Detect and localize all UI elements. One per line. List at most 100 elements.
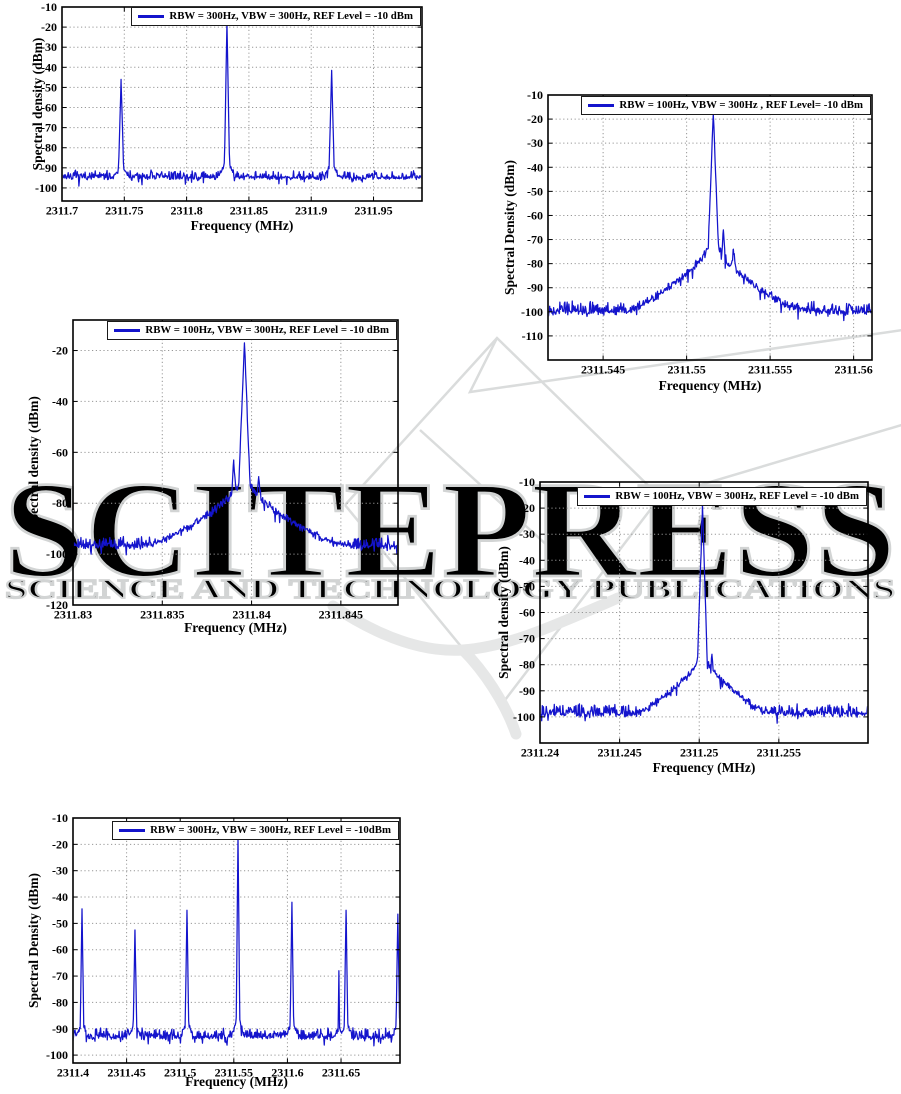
legend-label: RBW = 100Hz, VBW = 300Hz, REF Level = -1… <box>145 324 389 336</box>
x-tick-label: 2311.6 <box>271 1066 303 1080</box>
legend-line-sample <box>114 329 141 332</box>
x-axis-label: Frequency (MHz) <box>659 378 762 393</box>
x-tick-label: 2311.45 <box>107 1066 145 1080</box>
y-tick-label: -80 <box>519 658 535 672</box>
y-tick-label: -110 <box>522 329 543 343</box>
spectrum-trace <box>62 20 422 187</box>
x-tick-label: 2311.75 <box>105 204 143 218</box>
y-tick-label: -30 <box>519 527 535 541</box>
logo-outline-fold <box>419 429 561 558</box>
y-tick-label: -20 <box>527 112 543 126</box>
legend-label: RBW = 300Hz, VBW = 300Hz, REF Level = -1… <box>150 824 391 836</box>
chart-4-spectrum-narrow-rbw100-lower-right: 2311.24 2311.245 2311.25 2311.255 -10 -20 -30 -… <box>496 464 896 780</box>
y-tick-label: -40 <box>527 160 543 174</box>
y-tick-label: -70 <box>527 233 543 247</box>
x-tick-label: 2311.5 <box>164 1066 196 1080</box>
x-tick-label: 2311.9 <box>295 204 327 218</box>
legend: RBW = 300Hz, VBW = 300Hz, REF Level = -1… <box>131 7 421 26</box>
chart-5-spectrum-wide-rbw300-bottom-left: 2311.4 2311.45 2311.5 2311.55 2311.6 2311.65 -… <box>26 804 405 1094</box>
y-tick-label: -10 <box>519 475 535 489</box>
y-tick-label: -120 <box>46 598 68 612</box>
y-tick-label: -70 <box>519 632 535 646</box>
watermark-title: SCITEPRESS <box>4 453 896 606</box>
logo-outline-wing <box>344 336 901 506</box>
y-tick-label: -90 <box>527 281 543 295</box>
y-tick-label: -90 <box>41 161 57 175</box>
y-tick-label: -60 <box>527 208 543 222</box>
x-tick-label: 2311.56 <box>834 363 872 377</box>
x-axis-label: Frequency (MHz) <box>653 760 756 775</box>
y-tick-label: -40 <box>52 890 68 904</box>
y-axis-label: Spectral density (dBm) <box>496 546 511 679</box>
x-tick-label: 2311.8 <box>170 204 202 218</box>
spectrum-trace <box>540 502 868 724</box>
y-tick-label: -10 <box>41 0 57 14</box>
y-tick-label: -100 <box>46 1048 68 1062</box>
spectrum-trace <box>73 342 398 556</box>
y-tick-label: -40 <box>519 553 535 567</box>
y-tick-label: -100 <box>513 710 535 724</box>
x-tick-label: 2311.835 <box>140 608 184 622</box>
y-tick-label: -100 <box>35 181 57 195</box>
legend-label: RBW = 100Hz, VBW = 300Hz, REF Level = -1… <box>615 490 859 502</box>
plot-frame <box>539 481 869 744</box>
y-axis-label: Spectral density (dBm) <box>26 396 41 529</box>
plot-svg: 2311.4 2311.45 2311.5 2311.55 2311.6 2311.65 -… <box>26 811 401 1089</box>
legend: RBW = 100Hz, VBW = 300Hz , REF Level= -1… <box>581 96 871 115</box>
y-tick-label: -80 <box>52 995 68 1009</box>
y-tick-label: -60 <box>41 101 57 115</box>
plot-frame <box>61 6 423 202</box>
legend: RBW = 100Hz, VBW = 300Hz, REF Level = -1… <box>107 321 397 340</box>
y-tick-label: -60 <box>52 943 68 957</box>
x-tick-label: 2311.845 <box>319 608 363 622</box>
legend-line-sample <box>138 15 165 18</box>
spectrum-trace <box>73 835 400 1047</box>
legend-line-sample <box>588 104 615 107</box>
x-tick-label: 2311.4 <box>57 1066 89 1080</box>
y-axis-label: Spectral Density (dBm) <box>26 873 41 1008</box>
y-axis-label: Spectral density (dBm) <box>30 38 45 171</box>
watermark-subtitle: SCIENCE AND TECHNOLOGY PUBLICATIONS <box>5 574 895 604</box>
x-tick-label: 2311.7 <box>46 204 78 218</box>
x-tick-label: 2311.25 <box>680 746 718 760</box>
x-axis-label: Frequency (MHz) <box>191 218 294 233</box>
plot-frame <box>547 94 873 361</box>
y-tick-label: -60 <box>519 606 535 620</box>
chart-3-spectrum-narrow-rbw100-middle-left: 2311.83 2311.835 2311.84 2311.845 -20 -40 -60 -… <box>26 304 406 640</box>
x-tick-label: 2311.555 <box>748 363 792 377</box>
y-tick-label: -80 <box>52 496 68 510</box>
chart-2-spectrum-narrow-rbw100-upper-right: 2311.545 2311.55 2311.555 2311.56 -10 -20 -30 -… <box>502 86 896 410</box>
y-tick-label: -40 <box>52 394 68 408</box>
y-tick-label: -10 <box>527 88 543 102</box>
y-axis-label: Spectral Density (dBm) <box>502 160 517 295</box>
y-tick-label: -90 <box>52 1022 68 1036</box>
y-tick-label: -90 <box>519 684 535 698</box>
plot-frame <box>72 817 401 1064</box>
legend-label: RBW = 300Hz, VBW = 300Hz, REF Level = -1… <box>169 10 413 22</box>
plot-svg: 2311.83 2311.835 2311.84 2311.845 -20 -40 -60 -… <box>26 319 399 635</box>
plot-frame <box>72 319 399 606</box>
y-tick-label: -80 <box>527 257 543 271</box>
legend-line-sample <box>119 829 146 832</box>
y-tick-label: -40 <box>41 60 57 74</box>
y-tick-label: -30 <box>41 40 57 54</box>
y-tick-label: -20 <box>519 501 535 515</box>
spectrum-trace <box>548 111 872 322</box>
y-tick-label: -80 <box>41 141 57 155</box>
y-tick-label: -20 <box>41 20 57 34</box>
y-tick-label: -50 <box>52 916 68 930</box>
x-tick-label: 2311.24 <box>521 746 559 760</box>
logo-swoosh-tail <box>457 644 522 740</box>
x-tick-label: 2311.65 <box>322 1066 360 1080</box>
x-tick-label: 2311.84 <box>232 608 270 622</box>
x-tick-label: 2311.55 <box>667 363 705 377</box>
y-tick-label: -100 <box>46 547 68 561</box>
y-tick-label: -70 <box>52 969 68 983</box>
legend: RBW = 300Hz, VBW = 300Hz, REF Level = -1… <box>112 821 399 840</box>
x-tick-label: 2311.95 <box>354 204 392 218</box>
y-tick-label: -50 <box>527 184 543 198</box>
legend-line-sample <box>584 495 611 498</box>
x-tick-label: 2311.55 <box>215 1066 253 1080</box>
